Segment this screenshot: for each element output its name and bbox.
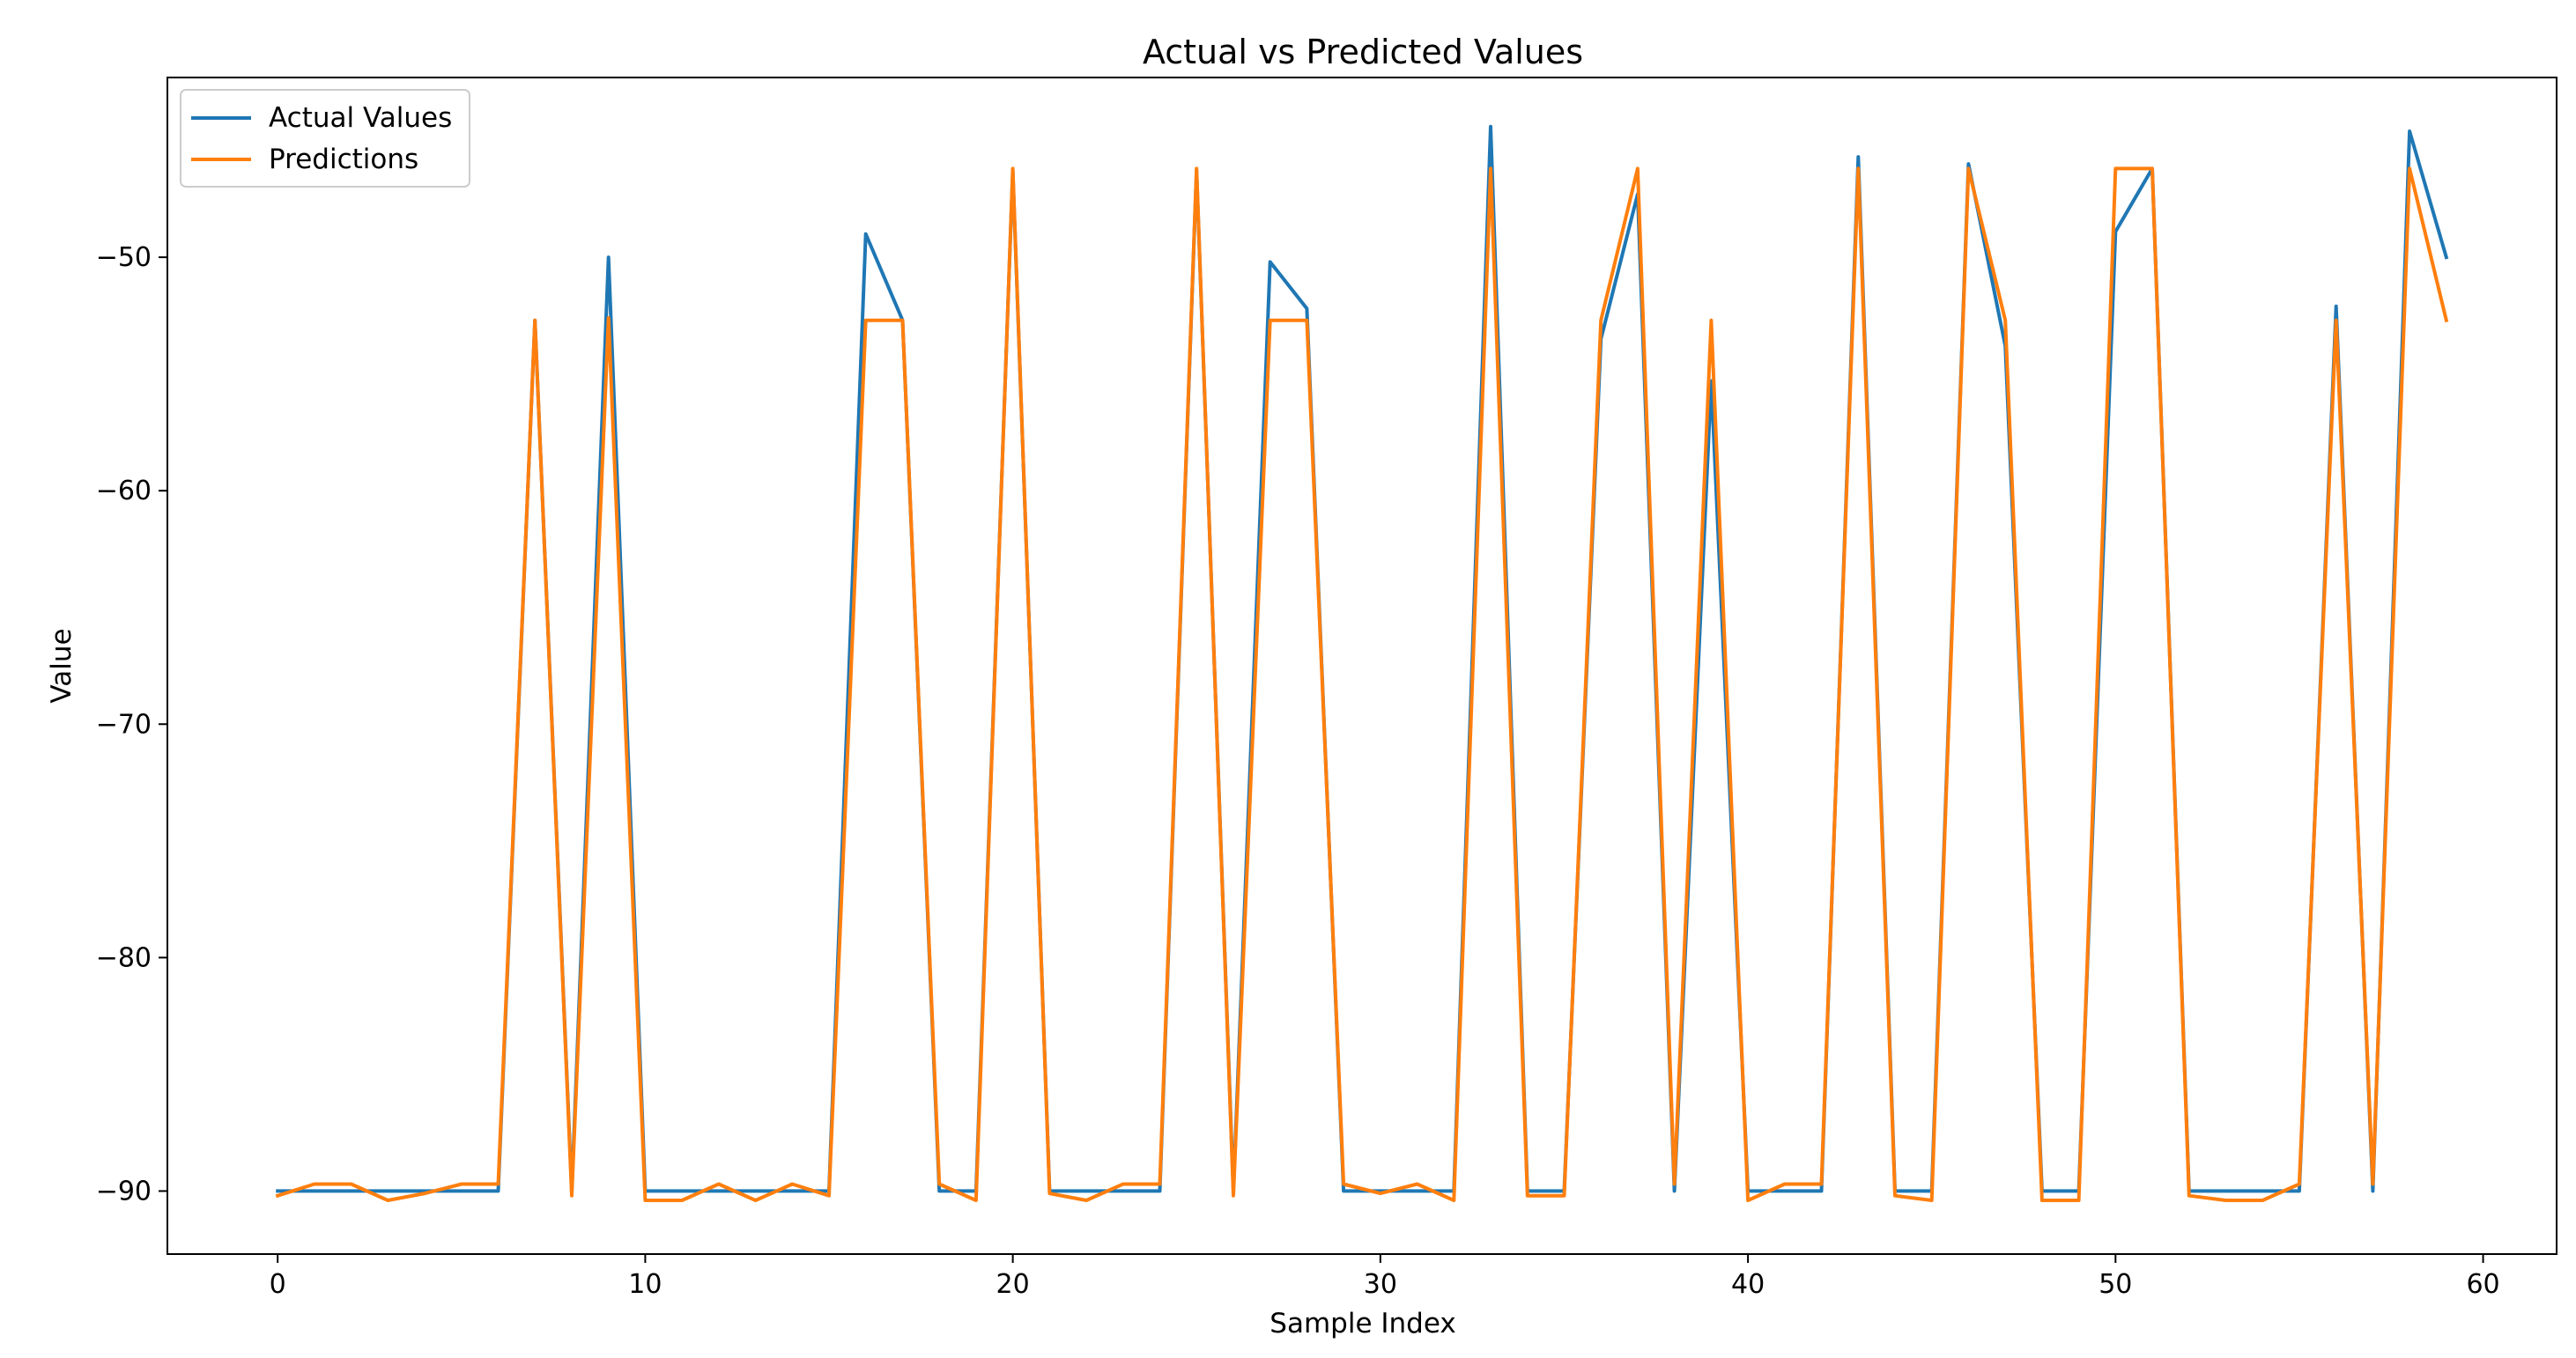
y-axis-label: Value [46, 628, 78, 703]
legend: Actual Values Predictions [180, 89, 470, 188]
y-tick-label: −60 [96, 476, 152, 506]
x-tick-label: 40 [1731, 1269, 1765, 1300]
y-tick-label: −70 [96, 709, 152, 740]
y-tick-label: −80 [96, 942, 152, 973]
x-tick-label: 0 [270, 1269, 286, 1300]
x-tick-label: 60 [2466, 1269, 2499, 1300]
series-line-1 [275, 166, 2449, 1202]
legend-label-predictions: Predictions [269, 144, 418, 175]
legend-label-actual: Actual Values [269, 102, 452, 134]
x-tick-label: 30 [1364, 1269, 1397, 1300]
chart-title: Actual vs Predicted Values [1143, 33, 1583, 71]
x-axis-label: Sample Index [1269, 1308, 1455, 1340]
legend-box [180, 89, 470, 188]
series-layer [275, 124, 2449, 1202]
x-tick-label: 50 [2099, 1269, 2132, 1300]
x-tick-label: 20 [996, 1269, 1030, 1300]
plot-frame [167, 77, 2557, 1255]
x-axis-ticks: 0 10 20 30 40 50 60 [270, 1254, 2500, 1300]
plot-area [167, 77, 2557, 1254]
x-tick-label: 10 [628, 1269, 662, 1300]
y-tick-label: −50 [96, 242, 152, 273]
y-tick-label: −90 [96, 1176, 152, 1207]
y-axis-ticks: −90 −80 −70 −60 −50 [96, 242, 167, 1207]
